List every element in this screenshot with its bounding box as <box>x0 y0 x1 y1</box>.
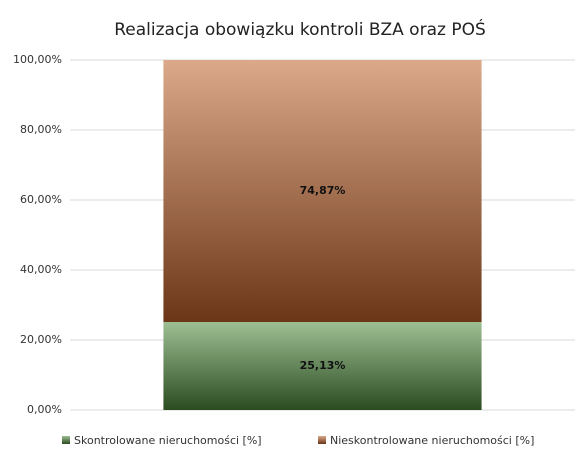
y-tick-label: 0,00% <box>27 403 62 416</box>
y-tick-label: 20,00% <box>20 333 62 346</box>
data-label: 25,13% <box>300 359 346 372</box>
y-tick-label: 60,00% <box>20 193 62 206</box>
y-tick-label: 40,00% <box>20 263 62 276</box>
legend-swatch <box>62 436 70 444</box>
legend-swatch <box>318 436 326 444</box>
y-tick-label: 80,00% <box>20 123 62 136</box>
data-label: 74,87% <box>300 184 346 197</box>
chart-title: Realizacja obowiązku kontroli BZA oraz P… <box>114 18 486 40</box>
y-tick-label: 100,00% <box>13 53 62 66</box>
bar-segment <box>163 322 482 410</box>
bar-segment <box>163 60 482 323</box>
legend-label: Nieskontrolowane nieruchomości [%] <box>330 434 534 447</box>
legend-label: Skontrolowane nieruchomości [%] <box>74 434 262 447</box>
